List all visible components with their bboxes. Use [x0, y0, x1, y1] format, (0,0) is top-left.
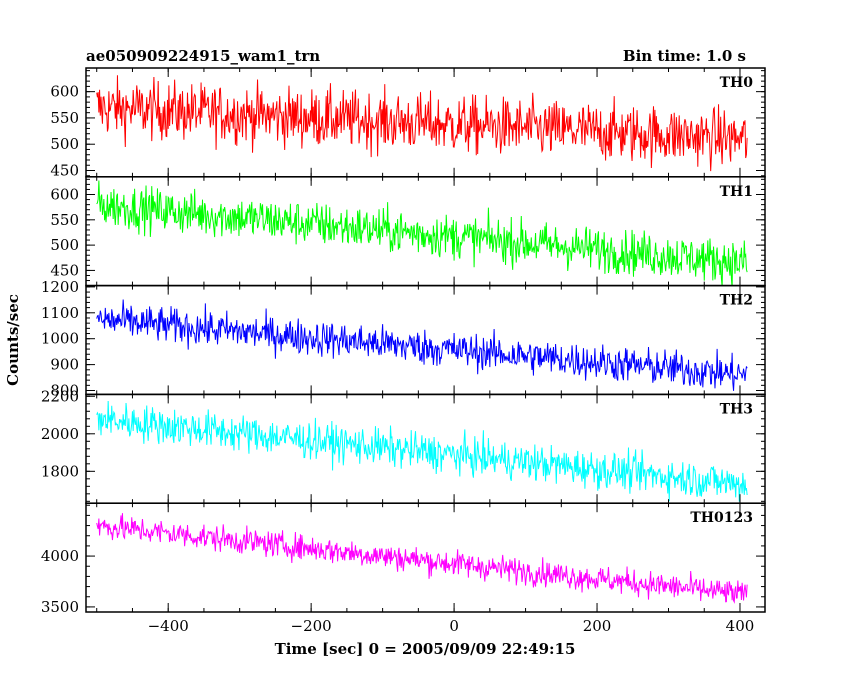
panel-th0: 450 500 550 600 TH0	[50, 67, 766, 179]
series-line-th0	[96, 75, 748, 172]
y-tick-label: 1200	[41, 278, 79, 296]
x-tick-label: 0	[449, 617, 459, 635]
y-tick-label: 800	[50, 382, 79, 400]
panel-th1: 450 500 550 600 TH1	[50, 176, 766, 287]
panels: 450 500 550 600 TH0 450 500 550 600 TH1 800 900 1000…	[41, 67, 766, 635]
series-label-th2: TH2	[720, 293, 753, 309]
y-tick-label: 450	[50, 261, 79, 279]
series-line-th1	[96, 180, 748, 286]
panel-frame	[85, 176, 766, 287]
y-tick-label: 600	[50, 83, 79, 101]
y-tick-label: 4000	[41, 547, 79, 565]
y-tick-label: 600	[50, 186, 79, 204]
y-tick-label: 3500	[41, 598, 79, 616]
y-tick-label: 550	[50, 211, 79, 229]
y-tick-label: 500	[50, 236, 79, 254]
y-tick-label: 1800	[41, 462, 79, 480]
y-tick-label: 450	[50, 161, 79, 179]
y-tick-label: 2000	[41, 425, 79, 443]
y-tick-label: 2200	[41, 387, 79, 405]
bin-time-label: Bin time: 1.0 s	[623, 47, 746, 65]
series-line-th2	[96, 299, 748, 391]
panel-th0123: 3500 4000 TH0123	[41, 502, 766, 616]
series-label-th1: TH1	[720, 184, 753, 200]
y-tick-label: 500	[50, 135, 79, 153]
y-tick-label: 550	[50, 109, 79, 127]
y-tick-label: 1100	[41, 304, 79, 322]
panel-frame	[85, 502, 766, 613]
series-label-th0123: TH0123	[690, 510, 753, 526]
x-tick-label: −400	[148, 617, 189, 635]
series-line-th0123	[96, 513, 748, 604]
chart-title: ae050909224915_wam1_trn	[86, 47, 320, 65]
x-tick-label: 400	[726, 617, 755, 635]
series-label-th3: TH3	[720, 401, 753, 417]
series-line-th3	[96, 400, 748, 502]
x-tick-label: 200	[583, 617, 612, 635]
y-tick-label: 1000	[41, 330, 79, 348]
x-axis-label: Time [sec] 0 = 2005/09/09 22:49:15	[275, 640, 576, 658]
x-tick-label: −200	[291, 617, 332, 635]
panel-th3: 1800 2000 2200 TH3	[41, 387, 766, 504]
series-label-th0: TH0	[720, 75, 754, 91]
panel-frame	[85, 67, 766, 178]
panel-th2: 800 900 1000 1100 1200 TH2	[41, 278, 766, 400]
y-axis-label: Counts/sec	[4, 294, 22, 386]
y-tick-label: 900	[50, 356, 79, 374]
